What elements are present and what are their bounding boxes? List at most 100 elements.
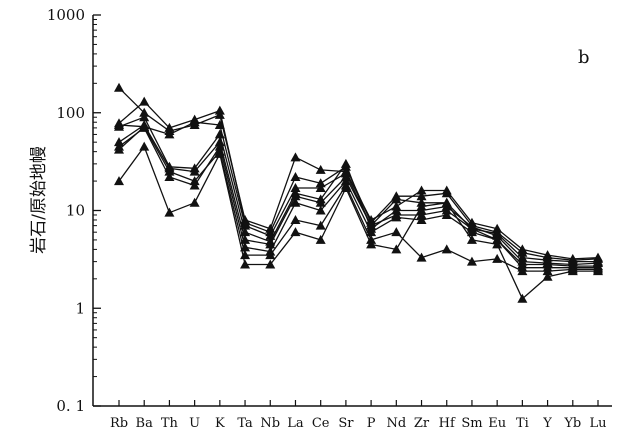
data-point-4-ta (240, 227, 251, 237)
x-tick-label-rb: Rb (110, 416, 128, 431)
data-point-7-sm (466, 256, 477, 266)
data-point-7-zr (416, 252, 427, 262)
data-point-8-yb (567, 266, 578, 276)
x-tick-label-p: P (367, 416, 376, 431)
data-point-4-rb (114, 121, 124, 131)
x-tick-label-sm: Sm (461, 416, 482, 431)
data-point-5-u (189, 166, 200, 176)
data-point-6-hf (441, 209, 452, 219)
data-point-2-ba (139, 96, 150, 106)
data-point-8-ta (240, 259, 251, 269)
data-point-8-sm (466, 234, 477, 244)
y-tick-label: 100 (56, 104, 85, 122)
data-point-5-ta (240, 234, 251, 244)
data-point-7-y (542, 266, 553, 276)
data-point-2-hf (441, 188, 452, 198)
data-point-8-p (366, 239, 377, 249)
data-point-7-th (164, 166, 175, 176)
series-line-7 (118, 126, 598, 272)
x-tick-label-zr: Zr (414, 416, 430, 431)
data-point-1-zr (416, 185, 427, 195)
y-tick-label: 1 (75, 299, 85, 317)
series-line-8 (118, 145, 598, 300)
data-point-6-th (164, 172, 175, 182)
data-point-8-ti (517, 293, 528, 303)
data-point-3-ta (240, 220, 251, 230)
x-tick-label-sr: Sr (338, 416, 354, 431)
data-point-3-la (290, 182, 301, 192)
data-point-7-ta (240, 250, 251, 260)
data-point-1-rb (114, 82, 124, 92)
x-tick-label-u: U (189, 416, 200, 431)
data-point-8-eu (492, 239, 503, 249)
data-point-5-la (290, 191, 301, 201)
x-tick-label-th: Th (161, 416, 179, 431)
x-tick-label-hf: Hf (439, 416, 456, 431)
data-point-8-ce (315, 234, 326, 244)
series-line-4 (118, 116, 599, 266)
data-point-8-th (164, 207, 175, 217)
series-group (114, 82, 603, 303)
x-tick-label-k: K (215, 416, 225, 431)
data-point-8-u (189, 197, 200, 207)
data-point-3-ce (315, 182, 326, 192)
data-point-2-th (164, 122, 175, 132)
data-point-7-u (189, 176, 200, 186)
x-ticks: Rb Ba Th U K Ta Nb La Ce Sr P Nd Zr Hf Sm Eu Ti Y Yb Lu (110, 400, 607, 431)
series-line-3 (118, 121, 598, 263)
data-point-7-ce (315, 220, 326, 230)
x-tick-label-ti: Ti (516, 416, 529, 431)
data-point-7-ba (139, 121, 150, 131)
data-point-2-k (214, 105, 225, 115)
data-point-7-rb (114, 144, 124, 154)
data-point-8-hf (441, 197, 452, 207)
data-point-8-y (542, 271, 553, 281)
x-tick-label-yb: Yb (563, 416, 581, 431)
data-point-2-ce (315, 178, 326, 188)
y-tick-label: 0. 1 (56, 397, 85, 415)
y-axis-title: 岩石/原始地幔 (29, 146, 49, 254)
data-point-7-nd (391, 227, 402, 237)
data-point-3-nd (391, 194, 402, 204)
data-point-6-nd (391, 212, 402, 222)
data-point-1-la (290, 152, 301, 162)
data-point-8-k (214, 148, 225, 158)
data-point-6-ta (240, 242, 251, 252)
data-point-7-la (290, 214, 301, 224)
data-point-4-sr (340, 158, 351, 168)
data-point-4-ba (139, 112, 150, 122)
data-point-8-rb (114, 176, 124, 186)
data-point-6-k (214, 141, 225, 151)
x-tick-label-ba: Ba (136, 416, 154, 431)
x-tick-label-nd: Nd (386, 416, 406, 431)
data-point-6-sm (466, 227, 477, 237)
data-point-5-ce (315, 197, 326, 207)
data-point-7-hf (441, 244, 452, 254)
data-point-2-zr (416, 191, 427, 201)
x-tick-label-eu: Eu (488, 416, 506, 431)
data-point-6-la (290, 197, 301, 207)
data-point-1-ce (315, 164, 326, 174)
x-tick-label-y: Y (542, 416, 552, 431)
data-point-2-la (290, 172, 301, 182)
panel-label: b (578, 47, 590, 68)
data-point-3-u (189, 117, 200, 127)
x-tick-label-nb: Nb (260, 416, 280, 431)
data-point-8-lu (593, 266, 603, 276)
x-tick-label-ta: Ta (237, 416, 253, 431)
data-point-3-th (164, 129, 175, 139)
data-point-6-ce (315, 205, 326, 215)
data-point-7-eu (492, 253, 503, 263)
data-point-7-nb (265, 250, 276, 260)
series-line-1 (118, 87, 599, 260)
y-ticks: 1000 100 10 1 0. 1 (47, 6, 101, 415)
y-tick-label: 1000 (47, 6, 85, 24)
series-line-5 (118, 124, 598, 267)
y-tick-label: 10 (66, 202, 85, 220)
data-point-8-la (290, 227, 301, 237)
data-point-8-sr (340, 182, 351, 192)
data-point-3-k (214, 119, 225, 129)
data-point-7-ti (517, 266, 528, 276)
x-tick-label-ce: Ce (312, 416, 330, 431)
